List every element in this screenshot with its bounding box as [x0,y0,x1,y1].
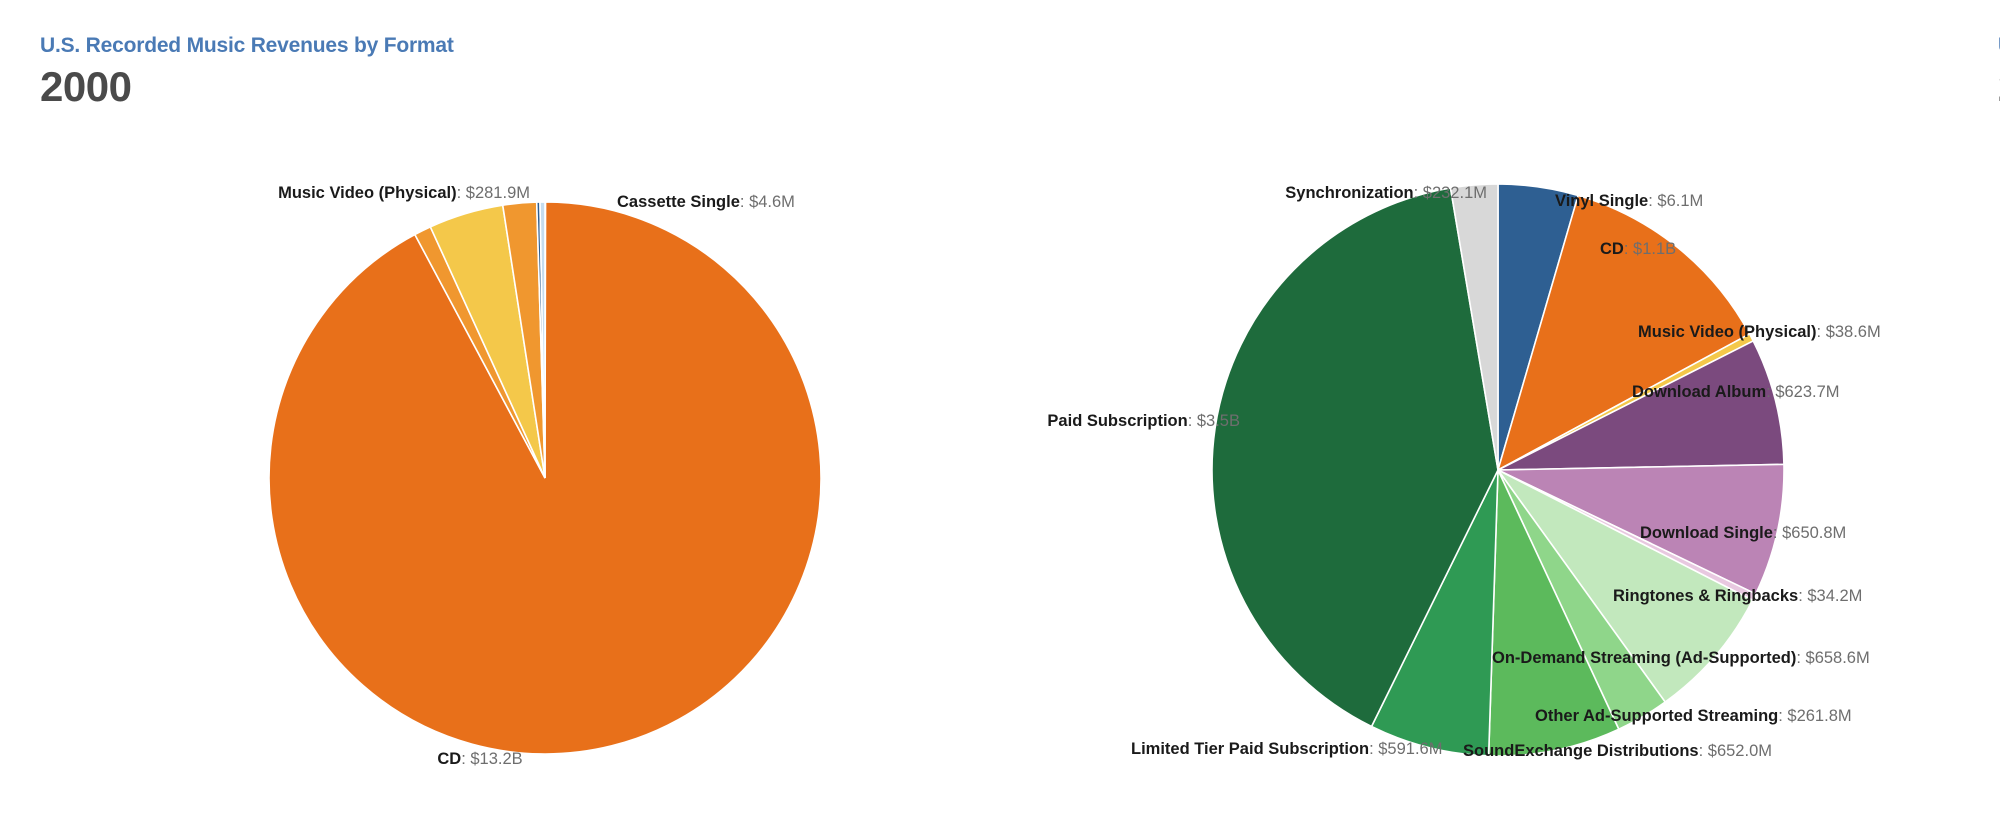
pie-slice[interactable]: Download Album: $623.7M [1497,339,1785,471]
pie-slice[interactable]: Paid Subscription: $3.5B [1211,187,1499,728]
label-download-album: Download Album: $623.7M [1632,383,1840,402]
pie-slice[interactable]: Limited Tier Paid Subscription: $591.6M [1370,469,1499,757]
chart-title: U.S. Recorded Music Revenues by Format [40,34,454,57]
label-download-single: Download Single: $650.8M [1640,524,1847,543]
chart-title: U.S. Recorded Music Revenues by Format [1998,34,2000,57]
panel-2000: U.S. Recorded Music Revenues by Format 2… [40,34,822,769]
label-ringtones: Ringtones & Ringbacks: $34.2M [1613,587,1863,606]
label-paid-subscription: Paid Subscription: $3.5B [1047,412,1240,431]
label-vinyl-single: Vinyl Single: $6.1M [1555,192,1704,211]
label-ondemand-streaming: On-Demand Streaming (Ad-Supported): $658… [1492,649,1870,668]
label-limited-tier: Limited Tier Paid Subscription: $591.6M [1131,740,1443,759]
pie-slice[interactable]: CD: $1.1B [1496,194,1751,472]
chart-year: 2017 [1998,63,2000,111]
pie-slice[interactable]: Synchronization: $232.1M [1449,183,1499,471]
pie-slice[interactable]: Other [539,201,546,479]
pie-slice[interactable]: On-Demand Streaming (Ad-Supported): $658… [1497,469,1754,704]
pie-chart-2017: Vinyl Single: $6.1M CD: $1.1B Music Video … [1000,0,2000,821]
panel-2017: U.S. Recorded Music Revenues by Format 2… [1000,0,2000,821]
label-cd: CD: $1.1B [1600,240,1677,259]
pie-slice[interactable]: Download Single: $650.8M [1497,463,1785,596]
label-synchronization: Synchronization: $232.1M [1285,184,1487,203]
chart-year: 2000 [40,63,132,111]
label-music-video: Music Video (Physical): $38.6M [1638,323,1881,342]
label-other-ad-supported: Other Ad-Supported Streaming: $261.8M [1535,707,1852,726]
label-music-video: Music Video (Physical): $281.9M [278,184,530,203]
panel-2000-header: U.S. Recorded Music Revenues by Format 2… [40,34,454,111]
label-cassette-single: Cassette Single: $4.6M [617,193,795,212]
label-cd: CD: $13.2B [437,750,523,769]
panel-2017-header: U.S. Recorded Music Revenues by Format 2… [1998,34,2000,111]
pie-slice[interactable]: SoundExchange Distributions: $652.0M [1487,469,1620,757]
label-soundexchange: SoundExchange Distributions: $652.0M [1463,742,1772,761]
